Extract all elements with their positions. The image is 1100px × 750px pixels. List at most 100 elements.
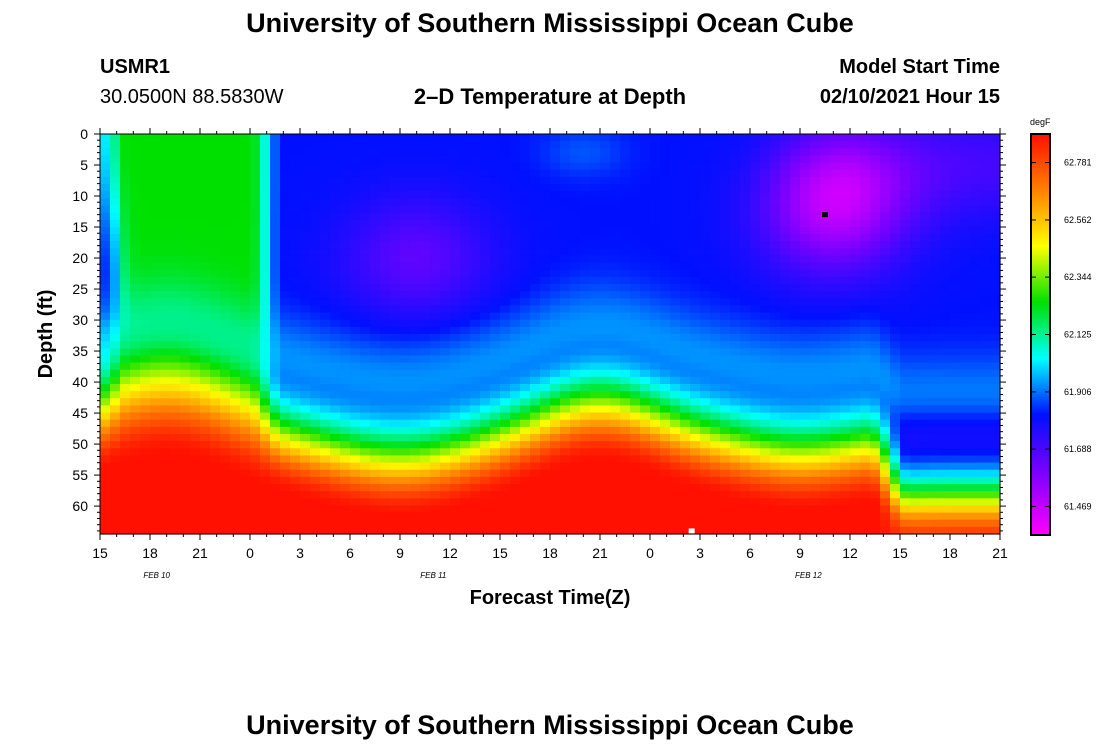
heatmap-cell: [790, 469, 801, 478]
heatmap-cell: [320, 262, 331, 271]
heatmap-cell: [710, 162, 721, 171]
heatmap-cell: [350, 176, 361, 185]
heatmap-cell: [630, 234, 641, 242]
heatmap-cell: [820, 469, 831, 478]
heatmap-cell: [620, 498, 631, 507]
heatmap-cell: [500, 298, 511, 307]
heatmap-cell: [870, 498, 881, 507]
heatmap-cell: [120, 455, 131, 464]
heatmap-cell: [410, 526, 421, 535]
heatmap-cell: [280, 248, 291, 257]
heatmap-cell: [430, 384, 441, 392]
heatmap-cell: [680, 226, 691, 235]
heatmap-cell: [180, 326, 191, 335]
heatmap-cell: [440, 526, 451, 535]
heatmap-cell: [620, 398, 631, 407]
heatmap-cell: [740, 226, 751, 235]
heatmap-cell: [410, 426, 421, 435]
heatmap-cell: [930, 326, 941, 335]
heatmap-cell: [960, 262, 971, 271]
heatmap-cell: [800, 312, 811, 321]
heatmap-cell: [350, 226, 361, 235]
heatmap-cell: [310, 376, 321, 385]
heatmap-cell: [860, 298, 871, 307]
heatmap-cell: [730, 441, 741, 449]
heatmap-cell: [640, 448, 651, 457]
heatmap-cell: [410, 241, 421, 249]
heatmap-cell: [480, 176, 491, 185]
heatmap-cell: [330, 505, 341, 514]
heatmap-cell: [490, 341, 501, 349]
heatmap-cell: [900, 498, 911, 507]
heatmap-cell: [620, 162, 631, 171]
heatmap-cell: [160, 176, 171, 185]
heatmap-cell: [520, 162, 531, 171]
heatmap-cell: [560, 212, 571, 221]
heatmap-cell: [210, 148, 221, 157]
heatmap-cell: [530, 155, 541, 164]
heatmap-cell: [920, 505, 931, 514]
heatmap-cell: [110, 312, 121, 321]
heatmap-cell: [600, 405, 611, 414]
heatmap-cell: [590, 141, 601, 149]
heatmap-cell: [140, 191, 151, 199]
heatmap-cell: [880, 162, 891, 171]
heatmap-cell: [110, 476, 121, 485]
heatmap-cell: [560, 248, 571, 257]
heatmap-cell: [540, 184, 551, 192]
heatmap-cell: [830, 348, 841, 357]
heatmap-cell: [160, 519, 171, 528]
heatmap-cell: [350, 355, 361, 364]
heatmap-cell: [320, 255, 331, 264]
heatmap-cell: [970, 448, 981, 457]
heatmap-cell: [960, 341, 971, 349]
heatmap-cell: [230, 491, 241, 499]
heatmap-cell: [370, 426, 381, 435]
heatmap-cell: [610, 262, 621, 271]
heatmap-cell: [460, 212, 471, 221]
heatmap-cell: [200, 234, 211, 242]
heatmap-cell: [970, 476, 981, 485]
heatmap-cell: [260, 491, 271, 499]
heatmap-cell: [540, 276, 551, 285]
heatmap-cell: [200, 226, 211, 235]
heatmap-cell: [140, 326, 151, 335]
heatmap-cell: [380, 141, 391, 149]
heatmap-cell: [450, 405, 461, 414]
heatmap-cell: [460, 484, 471, 492]
heatmap-cell: [220, 326, 231, 335]
heatmap-cell: [950, 476, 961, 485]
heatmap-cell: [780, 398, 791, 407]
heatmap-cell: [910, 176, 921, 185]
heatmap-cell: [760, 319, 771, 328]
heatmap-cell: [490, 255, 501, 264]
heatmap-cell: [870, 269, 881, 278]
heatmap-cell: [660, 476, 671, 485]
heatmap-cell: [430, 484, 441, 492]
heatmap-cell: [750, 241, 761, 249]
heatmap-cell: [450, 362, 461, 371]
heatmap-cell: [720, 219, 731, 228]
heatmap-cell: [530, 141, 541, 149]
heatmap-cell: [490, 141, 501, 149]
heatmap-cell: [320, 241, 331, 249]
heatmap-cell: [630, 205, 641, 214]
heatmap-cell: [540, 369, 551, 378]
heatmap-cell: [550, 484, 561, 492]
heatmap-cell: [370, 469, 381, 478]
heatmap-cell: [390, 148, 401, 157]
heatmap-cell: [200, 426, 211, 435]
heatmap-cell: [980, 212, 991, 221]
heatmap-cell: [500, 276, 511, 285]
heatmap-cell: [130, 134, 141, 142]
heatmap-cell: [420, 255, 431, 264]
heatmap-cell: [320, 269, 331, 278]
heatmap-cell: [970, 191, 981, 199]
heatmap-cell: [280, 505, 291, 514]
heatmap-cell: [490, 241, 501, 249]
heatmap-cell: [840, 476, 851, 485]
heatmap-cell: [220, 162, 231, 171]
heatmap-cell: [860, 241, 871, 249]
heatmap-cell: [490, 226, 501, 235]
heatmap-cell: [530, 476, 541, 485]
